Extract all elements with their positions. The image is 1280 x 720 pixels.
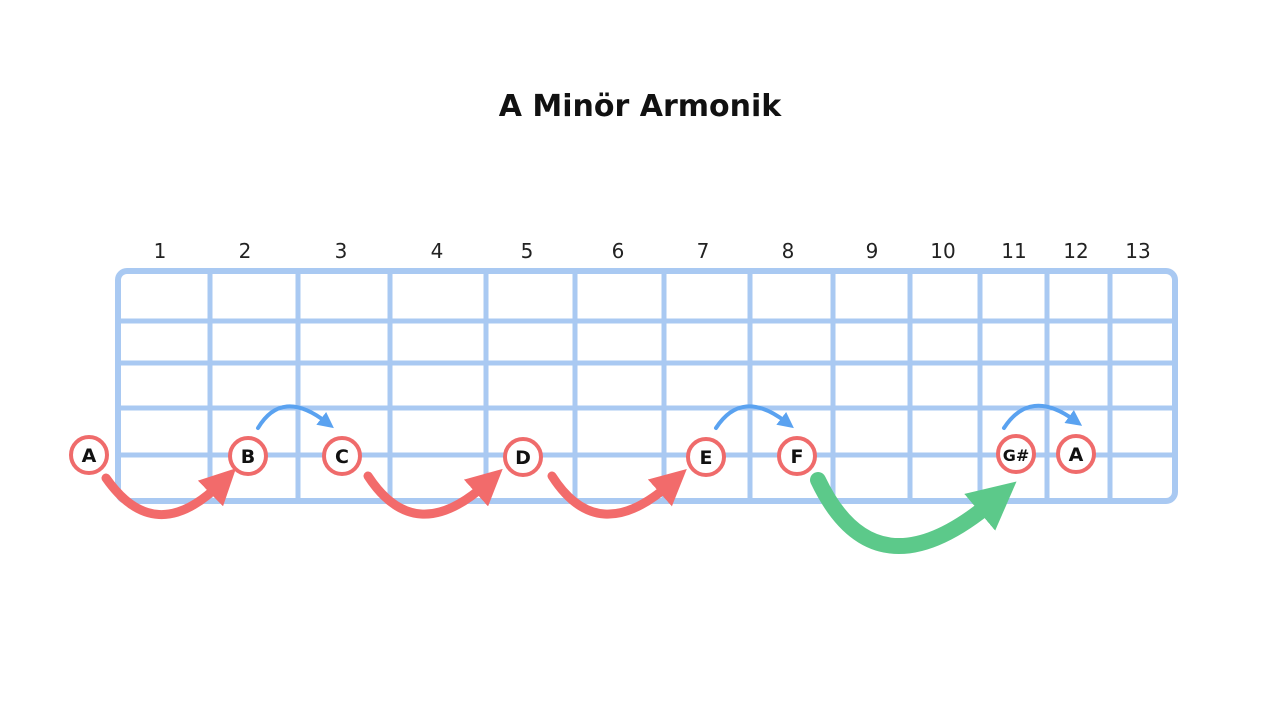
half-step-arrow	[714, 404, 794, 430]
note-circle	[1056, 434, 1096, 474]
fret-number: 2	[239, 239, 252, 263]
fret-number: 7	[697, 239, 710, 263]
fret-numbers: 1 2 3 4 5 6 7 8 9 10 11 12 13	[154, 239, 1151, 263]
fret-number: 11	[1001, 239, 1026, 263]
fret-number: 5	[521, 239, 534, 263]
fret-number: 9	[866, 239, 879, 263]
note-label: G#	[1003, 446, 1030, 465]
half-step-arrow	[1002, 403, 1083, 430]
step-and-half-arrow	[810, 472, 1017, 555]
note-circle	[69, 435, 109, 475]
fret-number: 6	[612, 239, 625, 263]
half-step-arrow	[256, 404, 334, 430]
note-circle	[996, 434, 1036, 474]
title: A Minör Armonik	[499, 89, 783, 124]
fret-number: 3	[335, 239, 348, 263]
notes: A B C D E F G# A	[69, 434, 1096, 477]
note-circle	[322, 436, 362, 476]
whole-step-arrow	[101, 468, 237, 520]
note-circle	[503, 437, 543, 477]
note-label: D	[515, 447, 531, 469]
note-label: C	[335, 446, 349, 468]
note-label: A	[1069, 444, 1084, 466]
fret-number: 4	[431, 239, 444, 263]
fret-number: 8	[782, 239, 795, 263]
note-label: E	[700, 447, 713, 469]
note-circle	[686, 437, 726, 477]
note-circle	[228, 436, 268, 476]
note-label: B	[241, 446, 255, 468]
fret-number: 12	[1063, 239, 1088, 263]
note-circle	[777, 436, 817, 476]
note-label: F	[791, 446, 804, 468]
fret-number: 10	[930, 239, 955, 263]
fret-number: 13	[1125, 239, 1150, 263]
whole-step-arrow	[547, 469, 687, 519]
note-label: A	[82, 445, 97, 467]
arrows	[101, 403, 1083, 555]
whole-step-arrow	[363, 468, 503, 519]
fret-number: 1	[154, 239, 167, 263]
